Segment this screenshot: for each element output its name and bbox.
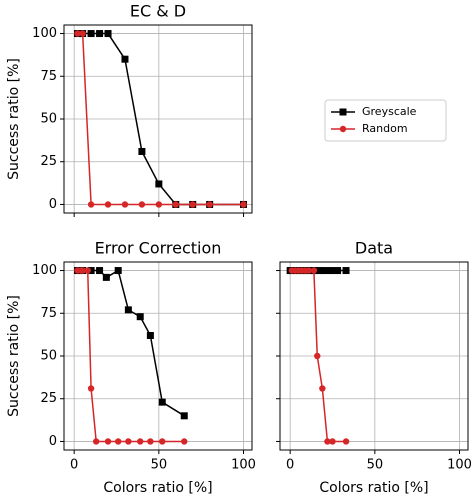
marker: [114, 438, 122, 445]
marker: [87, 385, 95, 392]
legend-box: [324, 99, 447, 142]
marker: [327, 267, 335, 275]
marker: [96, 30, 104, 38]
marker: [172, 201, 179, 208]
marker: [124, 306, 132, 314]
y-tick-label: 25: [40, 154, 57, 169]
marker: [104, 30, 112, 38]
y-tick-label: 75: [40, 306, 57, 321]
y-tick-label: 25: [40, 391, 57, 406]
axes-frame: [63, 261, 253, 451]
legend-marker: [339, 108, 347, 116]
subplot-title: Data: [355, 239, 393, 258]
legend-marker: [339, 125, 347, 133]
y-tick-label: 75: [40, 69, 57, 84]
y-tick-label: 50: [40, 349, 57, 364]
marker: [121, 55, 129, 63]
subplot-title: Error Correction: [95, 239, 222, 258]
marker: [79, 30, 86, 37]
marker: [84, 267, 91, 274]
x-tick-label: 100: [231, 458, 256, 473]
marker: [315, 267, 323, 275]
legend-label: Greyscale: [362, 105, 417, 118]
marker: [92, 438, 100, 445]
marker: [147, 438, 154, 445]
legend-label: Random: [362, 122, 408, 135]
marker: [104, 201, 112, 208]
legend: Greyscale Random: [324, 99, 447, 142]
y-tick-label: 100: [32, 26, 57, 41]
marker: [74, 30, 81, 37]
marker: [102, 273, 110, 281]
marker: [137, 438, 144, 445]
marker: [324, 438, 331, 445]
marker: [310, 267, 318, 274]
marker: [240, 201, 247, 208]
marker: [180, 412, 188, 420]
x-tick-label: 50: [367, 458, 384, 473]
marker: [125, 438, 132, 445]
marker: [305, 267, 312, 274]
marker: [155, 201, 163, 208]
marker: [342, 267, 350, 275]
y-tick-label: 50: [40, 112, 57, 127]
y-axis-label: Success ratio [%]: [6, 295, 22, 417]
y-tick-label: 0: [49, 197, 57, 212]
axes-frame: [63, 24, 253, 214]
marker: [79, 267, 86, 274]
marker: [206, 201, 213, 208]
marker: [342, 438, 350, 445]
marker: [334, 267, 342, 275]
marker: [136, 313, 144, 321]
marker: [159, 438, 166, 445]
series-line: [77, 269, 185, 417]
marker: [319, 385, 326, 392]
marker: [87, 267, 95, 275]
marker: [96, 267, 104, 275]
marker: [87, 30, 95, 38]
subplot-title: EC & D: [130, 2, 186, 21]
x-tick-label: 100: [447, 458, 472, 473]
marker: [320, 267, 328, 275]
marker: [138, 201, 146, 208]
y-tick-label: 100: [32, 263, 57, 278]
x-tick-label: 0: [70, 458, 78, 473]
y-tick-label: 0: [49, 434, 57, 449]
marker: [314, 352, 321, 360]
x-axis-label: Colors ratio [%]: [319, 480, 428, 496]
axes-frame: [279, 261, 469, 451]
marker: [155, 180, 163, 188]
marker: [104, 438, 112, 445]
y-axis-label: Success ratio [%]: [6, 58, 22, 180]
x-tick-label: 50: [151, 458, 168, 473]
marker: [181, 438, 188, 445]
x-axis-label: Colors ratio [%]: [103, 480, 212, 496]
x-tick-label: 0: [286, 458, 294, 473]
marker: [329, 438, 336, 445]
marker: [146, 331, 154, 339]
marker: [158, 398, 166, 406]
marker: [189, 201, 196, 208]
marker: [87, 201, 95, 208]
marker: [114, 267, 122, 275]
marker: [138, 147, 146, 155]
marker: [121, 201, 129, 208]
